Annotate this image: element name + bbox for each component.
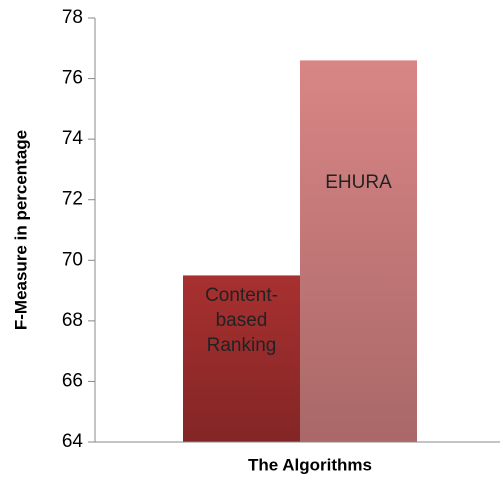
bar-label-box: Content-based Ranking [205, 285, 278, 357]
bar-shade [300, 60, 417, 443]
bar-shade [183, 275, 300, 442]
y-tick-label: 72 [62, 189, 83, 210]
y-tick-label: 66 [62, 370, 83, 391]
x-axis-title: The Algorithms [248, 455, 372, 474]
y-axis-title: F-Measure in percentage [11, 130, 30, 330]
y-tick-label: 70 [62, 249, 83, 270]
y-tick-label: 68 [62, 310, 83, 331]
category-label: EHURA [325, 172, 392, 194]
y-tick-label: 64 [62, 431, 84, 452]
category-label: Content-based Ranking [205, 285, 278, 357]
y-tick-label: 78 [62, 7, 83, 28]
y-tick-label: 76 [62, 68, 83, 89]
y-tick-label: 74 [62, 128, 84, 149]
bar-label-box: EHURA [325, 172, 392, 194]
